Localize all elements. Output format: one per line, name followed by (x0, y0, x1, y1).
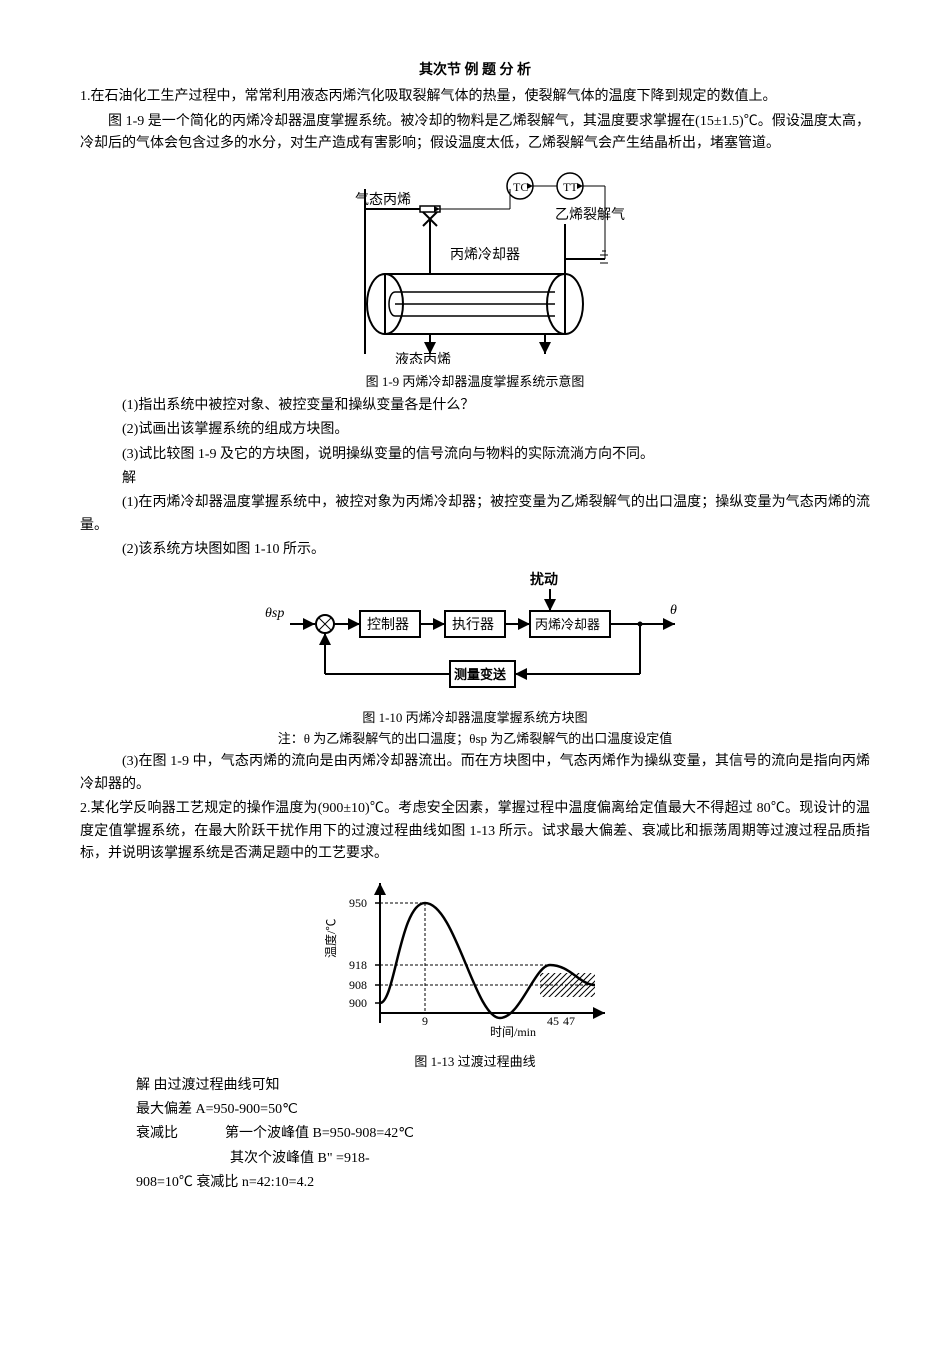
figure-1-9-caption: 图 1-9 丙烯冷却器温度掌握系统示意图 (80, 372, 870, 393)
figure-1-13-caption: 图 1-13 过渡过程曲线 (80, 1052, 870, 1073)
problem-2: 2.某化学反响器工艺规定的操作温度为(900±10)℃。考虑安全因素，掌握过程中… (80, 798, 870, 865)
controller-label: 控制器 (367, 617, 409, 633)
theta-label: θ (670, 603, 677, 618)
xlabel: 时间/min (490, 1025, 536, 1039)
figure-1-13: 900 908 918 950 温度/℃ 9 45 47 时间/min (80, 873, 870, 1051)
xtick-45: 45 (547, 1014, 559, 1028)
solution-2-intro: 解 由过渡过程曲线可知 (136, 1075, 870, 1097)
cooler-block-label: 丙烯冷却器 (535, 617, 600, 632)
answer-2: (2)该系统方块图如图 1-10 所示。 (80, 539, 870, 561)
solution-2-line1: 最大偏差 A=950-900=50℃ (136, 1099, 870, 1121)
figure-1-10: 扰动 θsp 控制器 执行器 丙烯冷却器 θ 测量变送 (80, 569, 870, 707)
cooler-label: 丙烯冷却器 (450, 247, 520, 263)
ytick-918: 918 (349, 958, 367, 972)
answer-3: (3)在图 1-9 中，气态丙烯的流向是由丙烯冷却器流出。而在方块图中，气态丙烯… (80, 751, 870, 796)
question-3: (3)试比较图 1-9 及它的方块图，说明操纵变量的信号流向与物料的实际流淌方向… (80, 444, 870, 466)
figure-1-9: 丙烯冷却器 气态丙烯 TC TT 乙烯裂解气 液态丙烯 (80, 164, 870, 372)
tt-label: TT (563, 180, 578, 194)
solution-2-line3: 其次个波峰值 B" =918- (230, 1148, 870, 1170)
ytick-900: 900 (349, 996, 367, 1010)
disturb-label: 扰动 (530, 571, 558, 588)
actuator-label: 执行器 (452, 617, 494, 633)
gas-propylene-label: 气态丙烯 (355, 192, 411, 208)
section-title: 其次节 例 题 分 析 (80, 60, 870, 82)
figure-1-10-caption: 图 1-10 丙烯冷却器温度掌握系统方块图 (80, 708, 870, 729)
transmitter-label: 测量变送 (454, 667, 507, 682)
solution-2-line4: 908=10℃ 衰减比 n=42:10=4.2 (136, 1172, 870, 1194)
decay-ratio-label: 衰减比 (136, 1126, 178, 1141)
xtick-47: 47 (563, 1014, 575, 1028)
solution-2-line2: 衰减比 第一个波峰值 B=950-908=42℃ (136, 1123, 870, 1145)
ylabel: 温度/℃ (325, 919, 338, 958)
problem-1-desc: 图 1-9 是一个简化的丙烯冷却器温度掌握系统。被冷却的物料是乙烯裂解气，其温度… (80, 111, 870, 156)
ethylene-label: 乙烯裂解气 (555, 207, 625, 223)
ytick-950: 950 (349, 896, 367, 910)
first-peak: 第一个波峰值 B=950-908=42℃ (225, 1126, 414, 1141)
theta-sp-label: θsp (265, 606, 284, 621)
answer-label: 解 (80, 468, 870, 490)
problem-1-intro: 1.在石油化工生产过程中，常常利用液态丙烯汽化吸取裂解气体的热量，使裂解气体的温… (80, 86, 870, 108)
ytick-908: 908 (349, 978, 367, 992)
question-2: (2)试画出该掌握系统的组成方块图。 (80, 419, 870, 441)
figure-1-10-note: 注：θ 为乙烯裂解气的出口温度；θsp 为乙烯裂解气的出口温度设定值 (80, 729, 870, 750)
xtick-9: 9 (422, 1014, 428, 1028)
tc-label: TC (513, 180, 528, 194)
liquid-label: 液态丙烯 (395, 352, 451, 364)
answer-1: (1)在丙烯冷却器温度掌握系统中，被控对象为丙烯冷却器；被控变量为乙烯裂解气的出… (80, 492, 870, 537)
question-1: (1)指出系统中被控对象、被控变量和操纵变量各是什么？ (80, 395, 870, 417)
